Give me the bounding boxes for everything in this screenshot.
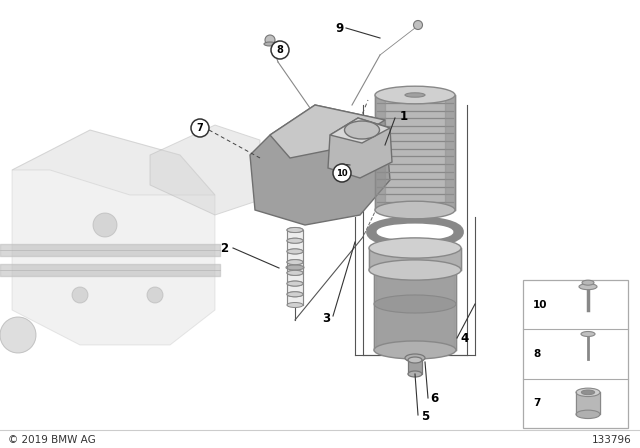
Text: 4: 4 — [460, 332, 468, 345]
Text: 3: 3 — [322, 311, 330, 324]
Circle shape — [191, 119, 209, 137]
Bar — [408, 360, 422, 374]
Ellipse shape — [576, 410, 600, 418]
Polygon shape — [270, 105, 385, 158]
Ellipse shape — [579, 284, 597, 290]
Text: 10: 10 — [533, 300, 547, 310]
Ellipse shape — [264, 42, 276, 46]
Polygon shape — [12, 130, 215, 195]
Ellipse shape — [405, 93, 425, 97]
Ellipse shape — [287, 281, 303, 286]
Ellipse shape — [287, 302, 303, 307]
Ellipse shape — [287, 228, 303, 233]
Text: 1: 1 — [400, 109, 408, 122]
Circle shape — [333, 164, 351, 182]
Bar — [523, 280, 628, 428]
Circle shape — [147, 287, 163, 303]
Circle shape — [72, 287, 88, 303]
Ellipse shape — [287, 260, 303, 265]
Ellipse shape — [408, 371, 422, 377]
Ellipse shape — [369, 238, 461, 258]
Polygon shape — [150, 125, 260, 215]
Circle shape — [93, 213, 117, 237]
Ellipse shape — [287, 249, 303, 254]
Ellipse shape — [371, 221, 459, 243]
Text: © 2019 BMW AG: © 2019 BMW AG — [8, 435, 96, 445]
Text: 7: 7 — [196, 123, 204, 133]
Ellipse shape — [286, 265, 304, 270]
Ellipse shape — [378, 225, 452, 239]
Ellipse shape — [581, 332, 595, 336]
Ellipse shape — [405, 354, 425, 362]
Ellipse shape — [287, 270, 303, 276]
Ellipse shape — [287, 238, 303, 243]
Ellipse shape — [287, 292, 303, 297]
Text: 6: 6 — [430, 392, 438, 405]
Ellipse shape — [287, 228, 303, 233]
Text: 10: 10 — [336, 168, 348, 177]
Ellipse shape — [369, 260, 461, 280]
Ellipse shape — [375, 86, 455, 104]
Ellipse shape — [344, 121, 380, 139]
Ellipse shape — [287, 270, 303, 276]
Polygon shape — [330, 118, 390, 143]
Ellipse shape — [287, 260, 303, 265]
Circle shape — [413, 21, 422, 30]
Ellipse shape — [287, 238, 303, 243]
Ellipse shape — [374, 341, 456, 359]
Text: 133796: 133796 — [592, 435, 632, 445]
Ellipse shape — [576, 388, 600, 396]
Ellipse shape — [287, 281, 303, 286]
Circle shape — [0, 317, 36, 353]
Text: 8: 8 — [533, 349, 540, 359]
Text: 5: 5 — [421, 409, 429, 422]
Ellipse shape — [408, 357, 422, 363]
Polygon shape — [12, 130, 215, 345]
Ellipse shape — [581, 390, 595, 395]
Text: 7: 7 — [533, 398, 540, 408]
Circle shape — [271, 41, 289, 59]
Text: 8: 8 — [276, 45, 284, 55]
Ellipse shape — [375, 201, 455, 219]
Circle shape — [265, 35, 275, 45]
Ellipse shape — [582, 280, 594, 285]
Ellipse shape — [287, 292, 303, 297]
Polygon shape — [250, 105, 390, 225]
Ellipse shape — [374, 295, 456, 313]
Text: 9: 9 — [336, 22, 344, 34]
Ellipse shape — [287, 249, 303, 254]
Text: 2: 2 — [220, 241, 228, 254]
Polygon shape — [328, 118, 392, 178]
